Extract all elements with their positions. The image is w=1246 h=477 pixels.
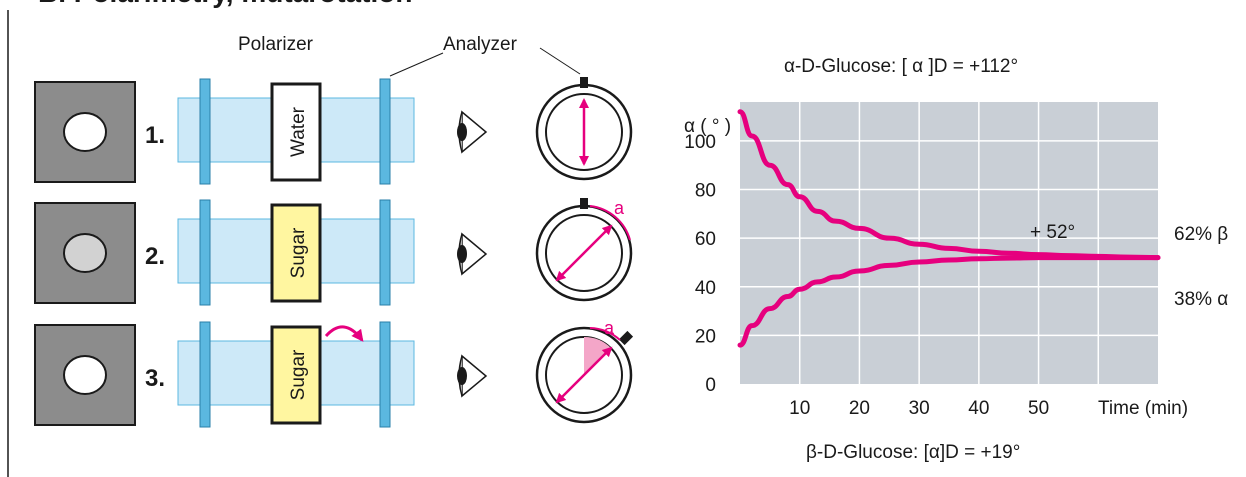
- analyzer-filter-3: [379, 321, 391, 428]
- analyzer-leader-line: [389, 52, 444, 77]
- y-tick-label: 20: [695, 326, 716, 347]
- x-tick-label: 20: [849, 398, 870, 419]
- x-tick-labels: 10 20 30 40 50: [789, 398, 1049, 419]
- figure-title: B. Polarimetry, mutarotation: [38, 0, 412, 8]
- eye-icon: [457, 354, 488, 398]
- row-number-1: 1.: [145, 122, 165, 149]
- rotation-label-3: a: [604, 318, 615, 338]
- polarizer-label: Polarizer: [238, 34, 314, 55]
- eye-icon: [457, 232, 488, 276]
- view-spot-3: [63, 355, 107, 395]
- sample-label-3: Sugar: [288, 349, 309, 400]
- polarizer-filter-1: [199, 78, 211, 185]
- polarization-arrow-2: [555, 224, 613, 282]
- x-axis-label: Time (min): [1098, 398, 1188, 419]
- x-tick-label: 30: [909, 398, 930, 419]
- chart-subtitle: β-D-Glucose: [α]D = +19°: [806, 442, 1020, 463]
- grid-lines: [740, 102, 1158, 384]
- sample-label-2: Sugar: [288, 227, 309, 278]
- apparatus-row-2: 2. Sugar a: [34, 198, 633, 306]
- sample-cell-1: [270, 82, 322, 182]
- apparatus-row-3: 3. Sugar a: [34, 318, 634, 428]
- sample-cell-2: [270, 203, 322, 303]
- sample-cell-3: [270, 325, 322, 425]
- series-line-1: [737, 255, 1161, 348]
- analyzer-label: Analyzer: [443, 34, 518, 55]
- dial-marker-2: [580, 198, 588, 209]
- view-spot-2: [63, 233, 107, 273]
- y-tick-labels: 0 20 40 60 80 100: [684, 132, 716, 396]
- analyzer-filter-2: [379, 199, 391, 306]
- rotation-arc-3: [589, 327, 621, 341]
- equilibrium-annotation: + 52°: [1030, 222, 1075, 243]
- apparatus-row-1: 1. Water: [34, 77, 633, 185]
- x-tick-label: 40: [968, 398, 989, 419]
- mutarotation-chart: α-D-Glucose: [ α ]D = +112° α ( ° ) 0 20 4…: [684, 56, 1228, 463]
- plot-area: [740, 102, 1158, 384]
- row-number-3: 3.: [145, 365, 165, 392]
- y-tick-label: 60: [695, 229, 716, 250]
- dial-marker-3: [618, 330, 634, 346]
- y-tick-label: 40: [695, 278, 716, 299]
- sample-label-1: Water: [288, 106, 309, 157]
- rotation-label-2: a: [614, 198, 625, 218]
- rotate-analyzer-arrow: [324, 325, 364, 342]
- y-axis-label: α ( ° ): [684, 116, 731, 137]
- polarizer-filter-3: [199, 321, 211, 428]
- chart-title: α-D-Glucose: [ α ]D = +112°: [784, 56, 1018, 77]
- view-frame-2: [34, 202, 136, 304]
- series-label-alpha: 38% α: [1174, 289, 1228, 310]
- y-tick-label: 80: [695, 181, 716, 202]
- y-tick-label: 0: [705, 375, 716, 396]
- rotation-arc-2: [589, 205, 631, 241]
- view-spot-1: [63, 112, 107, 152]
- series-lines: [737, 109, 1161, 348]
- analyzer-filter-1: [379, 78, 391, 185]
- polarization-arrow-3: [555, 346, 613, 404]
- analyzer-leader-line-2: [539, 47, 581, 75]
- x-tick-label: 10: [789, 398, 810, 419]
- series-label-beta: 62% β: [1174, 224, 1228, 245]
- y-tick-label: 100: [684, 132, 716, 153]
- row-number-2: 2.: [145, 243, 165, 270]
- polarizer-filter-2: [199, 199, 211, 306]
- eye-icon: [457, 110, 488, 154]
- dial-marker-1: [580, 77, 588, 88]
- x-tick-label: 50: [1028, 398, 1049, 419]
